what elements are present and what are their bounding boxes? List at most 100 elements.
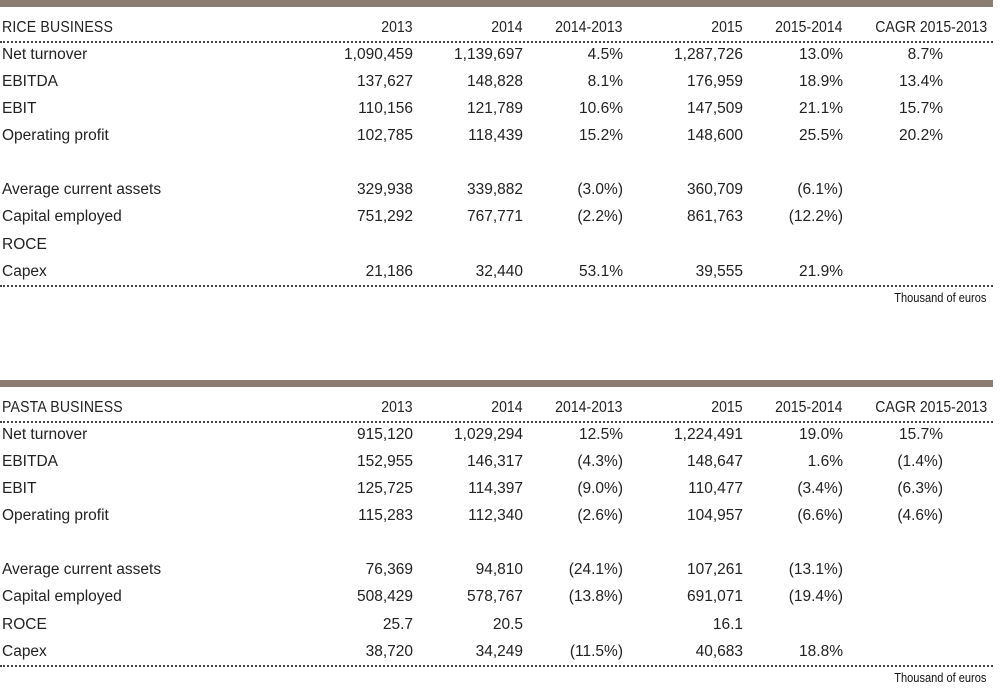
table-row: Capex 21,186 32,440 53.1% 39,555 21.9% bbox=[0, 258, 993, 285]
rice-header-row: RICE BUSINESS 2013 2014 2014-2013 2015 2… bbox=[0, 14, 993, 41]
cell-2014-2013: (24.1%) bbox=[568, 561, 623, 578]
table-row: Operating profit 102,785 118,439 15.2% 148,6… bbox=[0, 122, 993, 149]
cell-2014: 94,810 bbox=[475, 561, 523, 578]
cell-2013: 102,785 bbox=[356, 127, 413, 144]
cell-2015: 16.1 bbox=[712, 616, 743, 633]
cell-2013: 152,955 bbox=[356, 453, 413, 470]
cell-cagr: 8.7% bbox=[907, 46, 943, 63]
row-label: Capital employed bbox=[2, 208, 122, 225]
cell-2013: 1,090,459 bbox=[344, 46, 413, 63]
col-header-2015-2014: 2015-2014 bbox=[775, 399, 843, 416]
cell-2015: 110,477 bbox=[688, 480, 743, 497]
cell-2014: 32,440 bbox=[475, 263, 523, 280]
col-header-2015: 2015 bbox=[711, 19, 743, 36]
rice-footer-divider bbox=[0, 285, 993, 287]
cell-cagr: (6.3%) bbox=[897, 480, 943, 497]
cell-2014: 114,397 bbox=[468, 480, 523, 497]
cell-2013: 915,120 bbox=[356, 426, 413, 443]
cell-2013: 137,627 bbox=[356, 73, 413, 90]
cell-2015: 1,224,491 bbox=[674, 426, 743, 443]
col-header-cagr: CAGR 2015-2013 bbox=[875, 19, 987, 36]
cell-2014: 146,317 bbox=[466, 453, 523, 470]
cell-2014: 118,439 bbox=[468, 127, 523, 144]
cell-2013: 329,938 bbox=[356, 181, 413, 198]
table-row: Capital employed 508,429 578,767 (13.8%) 691… bbox=[0, 583, 993, 610]
row-label: Average current assets bbox=[2, 181, 162, 198]
cell-2014: 34,249 bbox=[475, 643, 523, 660]
row-label: Net turnover bbox=[2, 46, 88, 63]
pasta-header-row: PASTA BUSINESS 2013 2014 2014-2013 2015 … bbox=[0, 394, 993, 421]
table-row: Capex 38,720 34,249 (11.5%) 40,683 18.8% bbox=[0, 638, 993, 665]
cell-2014-2013: 8.1% bbox=[587, 73, 623, 90]
col-header-2014-2013: 2014-2013 bbox=[555, 399, 623, 416]
pasta-business-table: PASTA BUSINESS 2013 2014 2014-2013 2015 … bbox=[0, 380, 993, 700]
row-label: Capex bbox=[2, 263, 47, 280]
row-label: Net turnover bbox=[2, 426, 88, 443]
cell-2014: 148,828 bbox=[466, 73, 523, 90]
cell-2014-2013: 10.6% bbox=[579, 100, 623, 117]
cell-cagr: 15.7% bbox=[899, 100, 943, 117]
cell-2014: 20.5 bbox=[492, 616, 523, 633]
table-row: Net turnover 1,090,459 1,139,697 4.5% 1,287,… bbox=[0, 41, 993, 68]
cell-2015: 360,709 bbox=[686, 181, 743, 198]
table-row: ROCE bbox=[0, 231, 993, 258]
cell-2015-2014: 18.9% bbox=[799, 73, 843, 90]
table-row: Net turnover 915,120 1,029,294 12.5% 1,224,4… bbox=[0, 421, 993, 448]
col-header-cagr: CAGR 2015-2013 bbox=[875, 399, 987, 416]
row-label: Operating profit bbox=[2, 127, 109, 144]
row-label: EBIT bbox=[2, 480, 37, 497]
cell-2015-2014: 25.5% bbox=[799, 127, 843, 144]
cell-2015: 107,261 bbox=[686, 561, 743, 578]
cell-2014: 1,139,697 bbox=[454, 46, 523, 63]
cell-2015: 147,509 bbox=[686, 100, 743, 117]
cell-2014: 121,789 bbox=[466, 100, 523, 117]
cell-2014: 578,767 bbox=[466, 588, 523, 605]
cell-2014: 339,882 bbox=[466, 181, 523, 198]
cell-2015: 1,287,726 bbox=[674, 46, 743, 63]
cell-2015-2014: 19.0% bbox=[799, 426, 843, 443]
cell-2015: 40,683 bbox=[695, 643, 743, 660]
cell-2013: 21,186 bbox=[365, 263, 413, 280]
table-row: Capital employed 751,292 767,771 (2.2%) 861,… bbox=[0, 203, 993, 230]
table-row: EBITDA 137,627 148,828 8.1% 176,959 18.9% 13.4… bbox=[0, 68, 993, 95]
row-label: EBITDA bbox=[2, 453, 58, 470]
cell-2014-2013: 53.1% bbox=[579, 263, 623, 280]
cell-2015-2014: (6.6%) bbox=[797, 507, 843, 524]
rice-table-title: RICE BUSINESS bbox=[2, 19, 114, 36]
col-header-2014: 2014 bbox=[491, 399, 523, 416]
cell-2013: 115,283 bbox=[358, 507, 413, 524]
row-label: Operating profit bbox=[2, 507, 109, 524]
rice-header-divider bbox=[0, 41, 993, 43]
cell-2015: 104,957 bbox=[686, 507, 743, 524]
cell-2015-2014: (12.2%) bbox=[788, 208, 843, 225]
cell-2015-2014: (19.4%) bbox=[788, 588, 843, 605]
cell-2013: 125,725 bbox=[356, 480, 413, 497]
col-header-2013: 2013 bbox=[381, 19, 413, 36]
row-label: Capex bbox=[2, 643, 47, 660]
cell-2014-2013: 12.5% bbox=[579, 426, 623, 443]
table-row: EBIT 110,156 121,789 10.6% 147,509 21.1% 15.7% bbox=[0, 95, 993, 122]
row-label: EBIT bbox=[2, 100, 37, 117]
row-label: Average current assets bbox=[2, 561, 162, 578]
cell-2015: 176,959 bbox=[686, 73, 743, 90]
rice-unit-note: Thousand of euros bbox=[893, 290, 986, 305]
cell-2014: 767,771 bbox=[466, 208, 523, 225]
cell-2015-2014: 1.6% bbox=[807, 453, 843, 470]
cell-2013: 25.7 bbox=[382, 616, 413, 633]
cell-2013: 38,720 bbox=[365, 643, 413, 660]
cell-2014-2013: 15.2% bbox=[579, 127, 623, 144]
cell-2014-2013: (11.5%) bbox=[569, 643, 623, 660]
col-header-2015-2014: 2015-2014 bbox=[775, 19, 843, 36]
row-label: ROCE bbox=[2, 616, 47, 633]
cell-2015-2014: 18.8% bbox=[799, 643, 843, 660]
row-label: Capital employed bbox=[2, 588, 122, 605]
rice-table-top-bar bbox=[0, 0, 993, 7]
cell-2015: 39,555 bbox=[695, 263, 743, 280]
cell-2013: 76,369 bbox=[365, 561, 413, 578]
cell-2015: 691,071 bbox=[686, 588, 743, 605]
cell-cagr: 15.7% bbox=[899, 426, 943, 443]
cell-2014-2013: (2.2%) bbox=[577, 208, 623, 225]
cell-2015-2014: 13.0% bbox=[799, 46, 843, 63]
pasta-unit-note: Thousand of euros bbox=[893, 670, 986, 685]
table-row: Operating profit 115,283 112,340 (2.6%) 104,… bbox=[0, 502, 993, 529]
